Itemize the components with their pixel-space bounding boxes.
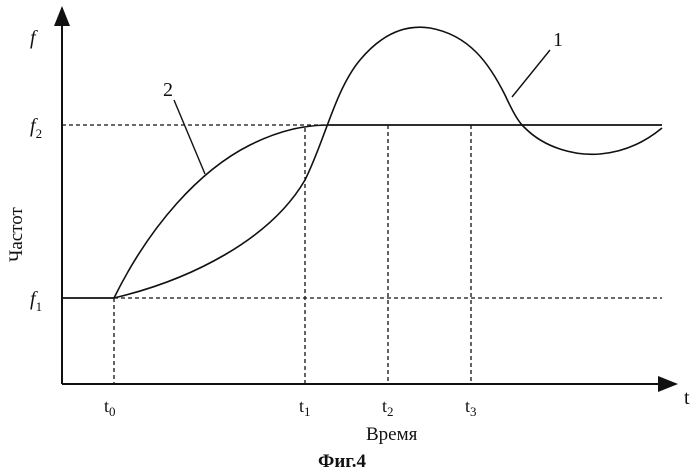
time-label-t2: t2 — [382, 396, 394, 419]
time-label-t1: t1 — [299, 396, 311, 419]
curve-2 — [114, 125, 330, 298]
time-label-t3: t3 — [465, 396, 477, 419]
time-label-t0: t0 — [104, 396, 116, 419]
x-axis-symbol: t — [684, 387, 690, 409]
level-label-f2: f2 — [30, 115, 42, 141]
figure-caption: Фиг.4 — [318, 451, 367, 472]
curve-1-leader — [512, 50, 550, 97]
y-axis-symbol: f — [30, 27, 38, 49]
y-axis-title: Частот — [6, 206, 27, 262]
curve-2-label: 2 — [163, 79, 173, 101]
curve-1-label: 1 — [553, 29, 563, 51]
x-axis-title: Время — [366, 424, 418, 445]
curve-2-leader — [174, 100, 205, 174]
level-label-f1: f1 — [30, 288, 42, 314]
